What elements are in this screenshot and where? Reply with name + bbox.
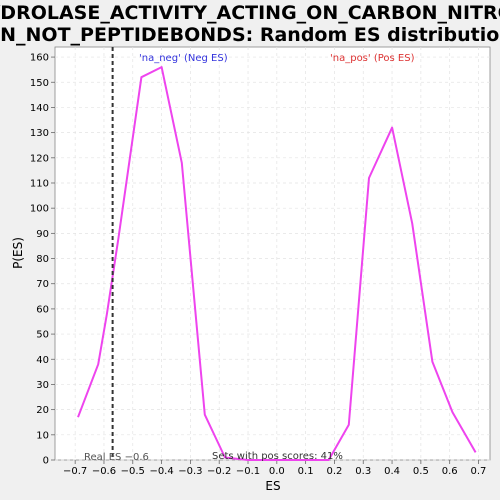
grid-lines <box>55 47 490 461</box>
y-tick-label: 90 <box>36 229 49 240</box>
x-tick-label: 0.4 <box>384 466 400 477</box>
real-es-label: Real ES −0.6 <box>84 452 149 463</box>
y-tick-label: 80 <box>36 254 49 265</box>
x-tick-label: −0.6 <box>92 466 116 477</box>
y-tick-label: 100 <box>30 204 49 215</box>
pos-es-annotation: 'na_pos' (Pos ES) <box>330 53 415 64</box>
y-tick-label: 40 <box>36 355 49 366</box>
x-tick-label: 0.5 <box>413 466 429 477</box>
x-tick-label: −0.4 <box>149 466 173 477</box>
x-tick-label: −0.7 <box>63 466 87 477</box>
x-tick-label: 0.0 <box>269 466 285 477</box>
x-tick-label: −0.3 <box>178 466 202 477</box>
x-tick-label: 0.1 <box>298 466 314 477</box>
plot-area <box>54 46 491 461</box>
x-axis-label: ES <box>265 479 280 493</box>
x-tick-label: 0.7 <box>471 466 487 477</box>
y-tick-label: 70 <box>36 279 49 290</box>
y-tick-label: 0 <box>43 456 49 467</box>
y-tick-label: 110 <box>30 178 49 189</box>
y-tick-label: 160 <box>30 53 49 64</box>
y-tick-label: 120 <box>30 153 49 164</box>
y-tick-label: 140 <box>30 103 49 114</box>
x-tick-label: 0.2 <box>326 466 342 477</box>
x-tick-label: −0.1 <box>236 466 260 477</box>
x-tick-label: −0.2 <box>207 466 231 477</box>
y-tick-label: 30 <box>36 380 49 391</box>
x-tick-label: −0.5 <box>121 466 145 477</box>
x-tick-label: 0.6 <box>442 466 458 477</box>
axis-ticks: 0 10 20 30 40 50 60 70 80 90 100 110 120 130 140 150 160… <box>30 53 487 477</box>
neg-es-annotation: 'na_neg' (Neg ES) <box>139 53 228 64</box>
y-tick-label: 130 <box>30 128 49 139</box>
y-tick-label: 50 <box>36 330 49 341</box>
y-tick-label: 20 <box>36 405 49 416</box>
chart-title-line-2: EN_NOT_PEPTIDEBONDS: Random ES distribut… <box>0 24 500 46</box>
y-tick-label: 10 <box>36 430 49 441</box>
chart-title-line-1: HYDROLASE_ACTIVITY_ACTING_ON_CARBON_NITR… <box>0 2 500 24</box>
y-tick-label: 60 <box>36 304 49 315</box>
x-tick-label: 0.3 <box>355 466 371 477</box>
series-layer <box>77 66 477 461</box>
y-tick-label: 150 <box>30 78 49 89</box>
y-axis-label: P(ES) <box>11 237 25 269</box>
sets-with-pos-scores-annotation: Sets with pos scores: 41% <box>212 451 343 462</box>
